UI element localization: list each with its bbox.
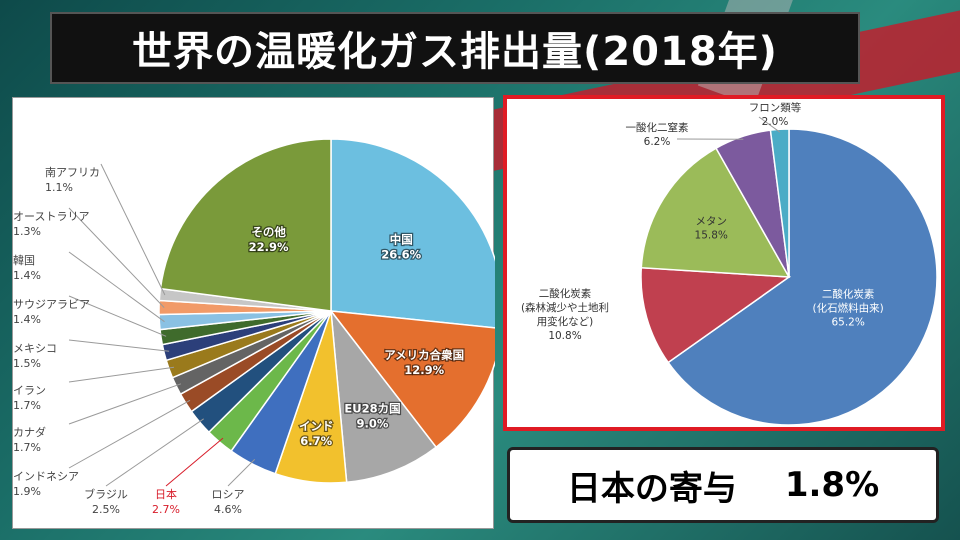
- gas-label-0-line: 二酸化炭素: [822, 288, 875, 301]
- slice-label-10-line: 1.5%: [13, 357, 41, 370]
- leader-line-7: [68, 399, 191, 469]
- slice-label-11: サウジアラビア 1.4%: [13, 298, 90, 326]
- leader-line-8: [68, 383, 182, 425]
- slice-label-3-line: 6.7%: [300, 434, 332, 448]
- slice-label-8-line: カナダ: [13, 425, 46, 439]
- leader-line-14: [100, 163, 166, 296]
- slice-label-9-line: 1.7%: [13, 399, 41, 412]
- pie-slice-0: [330, 138, 504, 330]
- leader-line-6: [105, 418, 204, 487]
- gas-label-4-line: 2.0%: [762, 116, 789, 128]
- slice-label-14: 南アフリカ 1.1%: [45, 166, 100, 194]
- gas-label-0-line: (化石燃料由来): [813, 302, 884, 315]
- slice-label-15: その他 22.9%: [249, 225, 289, 254]
- slice-label-0-line: 26.6%: [381, 248, 421, 262]
- gas-label-1-line: 10.8%: [548, 330, 581, 342]
- country-pie-panel: 中国 26.6% アメリカ合衆国 12.9% EU28カ国 9.0% インド 6.7% その他 2…: [12, 97, 504, 529]
- gas-slice-1: [640, 266, 792, 364]
- gas-label-3-line: 一酸化二窒素: [626, 121, 689, 134]
- leader-line-11: [68, 295, 167, 337]
- gas-label-2-line: メタン: [695, 215, 727, 227]
- gas-label-4: フロン類等 2.0%: [749, 101, 802, 128]
- slice-label-13-line: 1.3%: [13, 225, 41, 238]
- slice-label-4: ロシア 4.6%: [212, 488, 245, 516]
- gas-label-1-line: (森林減少や土地利: [521, 301, 609, 314]
- slice-label-2-line: 9.0%: [357, 417, 389, 431]
- slice-label-6: ブラジル 2.5%: [84, 487, 128, 516]
- slice-label-9-line: イラン: [13, 384, 46, 397]
- leader-line-13: [68, 207, 165, 308]
- gas-label-1-line: 二酸化炭素: [539, 287, 592, 300]
- leader-line-10: [68, 339, 170, 352]
- slice-label-1-line: アメリカ合衆国: [384, 348, 464, 362]
- gas-label-0-line: 65.2%: [831, 317, 864, 329]
- gas-slice-4: [769, 128, 790, 278]
- gas-pie-chart: 二酸化炭素(化石燃料由来) 65.2%メタン 15.8%二酸化炭素(森林減少や土地利…: [521, 101, 938, 426]
- slice-label-7-line: 1.9%: [13, 485, 41, 498]
- slice-label-15-line: その他: [251, 225, 286, 239]
- gas-label-0: 二酸化炭素(化石燃料由来) 65.2%: [813, 288, 884, 329]
- pie-slice-2: [330, 308, 438, 484]
- leader-line-5: [165, 437, 224, 487]
- slice-label-0-line: 中国: [390, 233, 413, 247]
- slice-label-2: EU28カ国 9.0%: [344, 402, 400, 431]
- slice-label-3: インド 6.7%: [299, 419, 334, 448]
- slice-label-12-line: 韓国: [13, 254, 35, 267]
- gas-leader-4: [758, 116, 781, 133]
- slice-label-8: カナダ 1.7%: [13, 425, 46, 454]
- title-bar: 世界の温暖化ガス排出量(2018年): [50, 12, 860, 84]
- gas-slice-0: [667, 128, 938, 426]
- slice-label-12: 韓国 1.4%: [13, 254, 41, 282]
- slice-label-5-line: 2.7%: [152, 503, 180, 516]
- leader-line-12: [68, 251, 165, 323]
- slice-label-1-line: 12.9%: [404, 363, 444, 377]
- slice-label-5-line: 日本: [155, 487, 177, 501]
- slice-label-7-line: インドネシア: [13, 470, 79, 483]
- slice-label-7: インドネシア 1.9%: [13, 470, 79, 498]
- slice-label-10-line: メキシコ: [13, 342, 57, 355]
- gas-label-4-line: フロン類等: [749, 101, 802, 114]
- slice-label-14-line: 1.1%: [45, 181, 73, 194]
- gas-label-2-line: 15.8%: [695, 229, 728, 241]
- slice-label-3-line: インド: [299, 419, 334, 433]
- gas-label-3: 一酸化二窒素 6.2%: [626, 121, 689, 148]
- slice-label-6-line: 2.5%: [92, 503, 120, 516]
- slice-label-6-line: ブラジル: [84, 487, 128, 501]
- slice-label-14-line: 南アフリカ: [45, 166, 100, 179]
- slice-label-5: 日本 2.7%: [152, 487, 180, 516]
- leader-line-9: [68, 366, 175, 383]
- gas-label-2: メタン 15.8%: [695, 215, 728, 241]
- slice-label-9: イラン 1.7%: [13, 384, 46, 412]
- slice-label-13-line: オーストラリア: [13, 210, 89, 223]
- japan-contribution-value: 1.8%: [784, 465, 880, 505]
- slice-label-12-line: 1.4%: [13, 269, 41, 282]
- slice-label-0: 中国 26.6%: [381, 233, 421, 262]
- gas-pie-panel: 二酸化炭素(化石燃料由来) 65.2% メタン 15.8% 二酸化炭素(森林減少や土地利…: [503, 95, 945, 431]
- slice-label-13: オーストラリア 1.3%: [13, 210, 89, 238]
- country-pie-chart: 中国 26.6%アメリカ合衆国 12.9%EU28カ国 9.0%インド 6.7%その他 2…: [13, 138, 504, 516]
- slice-label-1: アメリカ合衆国 12.9%: [384, 348, 464, 377]
- gas-label-1-line: 用変化など): [537, 315, 594, 328]
- japan-contribution-label: 日本の寄与: [566, 468, 737, 509]
- japan-contribution-box: 日本の寄与 1.8%: [507, 447, 939, 523]
- slice-label-10: メキシコ 1.5%: [13, 342, 57, 370]
- slice-label-4-line: 4.6%: [214, 503, 242, 516]
- slice-label-15-line: 22.9%: [249, 240, 289, 254]
- gas-label-3-line: 6.2%: [644, 136, 671, 148]
- page-title: 世界の温暖化ガス排出量(2018年): [132, 29, 778, 75]
- slice-label-11-line: 1.4%: [13, 313, 41, 326]
- slice-label-8-line: 1.7%: [13, 441, 41, 454]
- leader-line-4: [227, 459, 256, 487]
- slice-label-2-line: EU28カ国: [344, 402, 400, 416]
- slice-label-4-line: ロシア: [212, 488, 245, 501]
- pie-slice-15: [159, 138, 332, 312]
- gas-slice-2: [640, 147, 791, 278]
- slice-label-11-line: サウジアラビア: [13, 298, 90, 311]
- gas-label-1: 二酸化炭素(森林減少や土地利用変化など) 10.8%: [521, 287, 609, 342]
